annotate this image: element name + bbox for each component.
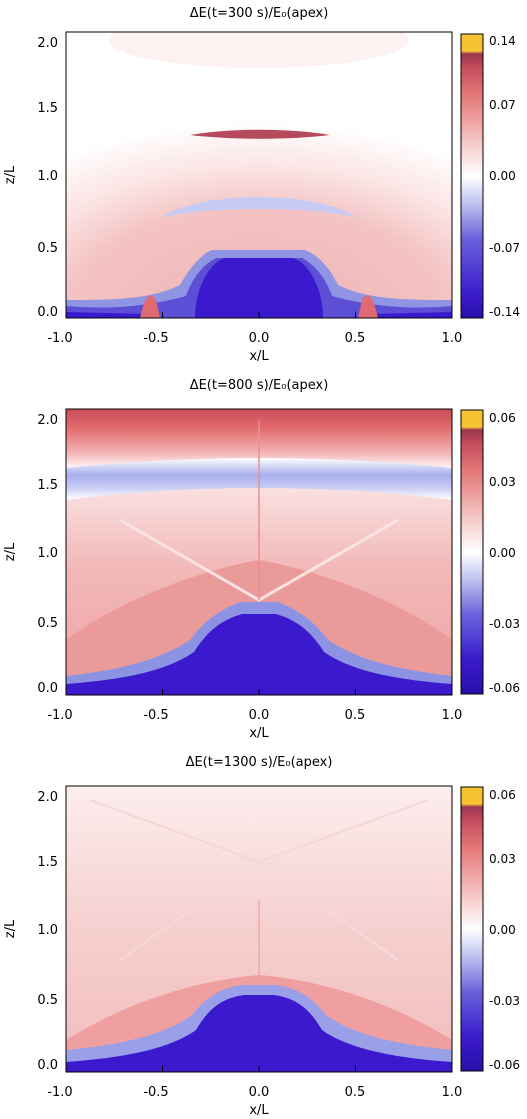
panel-2-xtick-4: 1.0 (442, 708, 463, 723)
panel-3-xtick-3: 0.5 (345, 1085, 366, 1100)
panel-2-xtick-1: -0.5 (143, 708, 168, 723)
panel-2-y-axis: 0.0 0.5 1.0 1.5 2.0 z/L (3, 413, 58, 696)
panel-3-ytick-4: 2.0 (37, 790, 58, 805)
panel-1-colorbar: 0.14 0.07 0.00 -0.07 -0.14 (460, 33, 520, 319)
panel-3-xtick-0: -1.0 (47, 1085, 72, 1100)
panel-2-xlabel: x/L (249, 726, 269, 741)
panel-2-ytick-0: 0.0 (37, 681, 58, 696)
panel-1-cbar-tick-1: 0.07 (489, 98, 516, 112)
panel-3-ytick-2: 1.0 (37, 923, 58, 938)
panel-3-cbar-tick-4: -0.06 (489, 1058, 520, 1072)
panel-3-xtick-4: 1.0 (442, 1085, 463, 1100)
panel-2-xtick-2: 0.0 (249, 708, 270, 723)
panel-1-cbar-tick-2: 0.00 (489, 169, 516, 183)
panel-2-ytick-2: 1.0 (37, 546, 58, 561)
panel-1-x-axis: -1.0 -0.5 0.0 0.5 1.0 x/L (47, 312, 462, 364)
panel-3-ylabel: z/L (3, 919, 18, 938)
panel-2: ΔE(t=800 s)/E₀(apex) -1.0 -0.5 0.0 (3, 378, 520, 741)
panel-3-y-axis: 0.0 0.5 1.0 1.5 2.0 z/L (3, 790, 58, 1073)
panel-1: ΔE(t=300 s)/E₀(apex) (3, 6, 520, 364)
panel-2-cbar-tick-0: 0.06 (489, 411, 516, 425)
panel-3-ytick-3: 1.5 (37, 855, 58, 870)
panel-2-colorbar: 0.06 0.03 0.00 -0.03 -0.06 (460, 409, 520, 695)
panel-2-ytick-1: 0.5 (37, 616, 58, 631)
panel-2-xtick-0: -1.0 (47, 708, 72, 723)
panel-2-cbar-tick-1: 0.03 (489, 475, 516, 489)
panel-1-xtick-4: 1.0 (442, 331, 463, 346)
panel-3-ytick-0: 0.0 (37, 1058, 58, 1073)
panel-2-heatmap (66, 409, 452, 695)
panel-1-title: ΔE(t=300 s)/E₀(apex) (190, 6, 329, 21)
panel-1-y-axis: 0.0 0.5 1.0 1.5 2.0 z/L (3, 36, 58, 320)
panel-3-ytick-1: 0.5 (37, 993, 58, 1008)
panel-2-ytick-3: 1.5 (37, 478, 58, 493)
panel-1-xtick-3: 0.5 (345, 331, 366, 346)
panel-1-ytick-0: 0.0 (37, 305, 58, 320)
panel-3-xtick-1: -0.5 (143, 1085, 168, 1100)
panel-2-xtick-3: 0.5 (345, 708, 366, 723)
panel-3: ΔE(t=1300 s)/E₀(apex) -1.0 -0.5 0.0 (3, 755, 520, 1118)
panel-3-cbar-tick-1: 0.03 (489, 852, 516, 866)
panel-1-ytick-4: 2.0 (37, 36, 58, 51)
panel-1-cbar-tick-3: -0.07 (489, 241, 520, 255)
panel-1-cbar-tick-0: 0.14 (489, 34, 516, 48)
panel-3-x-axis: -1.0 -0.5 0.0 0.5 1.0 x/L (47, 1066, 462, 1118)
panel-1-ytick-2: 1.0 (37, 169, 58, 184)
panel-1-ytick-1: 0.5 (37, 241, 58, 256)
panel-2-cbar-tick-4: -0.06 (489, 681, 520, 695)
panel-3-cbar-tick-3: -0.03 (489, 994, 520, 1008)
panel-3-colorbar: 0.06 0.03 0.00 -0.03 -0.06 (460, 786, 520, 1072)
panel-1-ytick-3: 1.5 (37, 101, 58, 116)
panel-1-ylabel: z/L (3, 165, 18, 184)
panel-2-ytick-4: 2.0 (37, 413, 58, 428)
panel-3-xlabel: x/L (249, 1103, 269, 1118)
panel-3-title: ΔE(t=1300 s)/E₀(apex) (186, 755, 333, 770)
panel-3-xtick-2: 0.0 (249, 1085, 270, 1100)
panel-2-title: ΔE(t=800 s)/E₀(apex) (190, 378, 329, 393)
panel-1-xlabel: x/L (249, 349, 269, 364)
panel-2-x-axis: -1.0 -0.5 0.0 0.5 1.0 x/L (47, 689, 462, 741)
panel-3-cbar-tick-0: 0.06 (489, 788, 516, 802)
panel-3-heatmap (66, 786, 452, 1072)
panel-2-ylabel: z/L (3, 542, 18, 561)
panel-1-xtick-1: -0.5 (143, 331, 168, 346)
panel-2-cbar-tick-2: 0.00 (489, 546, 516, 560)
panel-1-cbar-tick-4: -0.14 (489, 305, 520, 319)
panel-2-cbar-tick-3: -0.03 (489, 617, 520, 631)
panel-1-xtick-0: -1.0 (47, 331, 72, 346)
panel-3-cbar-tick-2: 0.00 (489, 923, 516, 937)
panel-1-xtick-2: 0.0 (249, 331, 270, 346)
panel-1-heatmap (66, 32, 452, 318)
